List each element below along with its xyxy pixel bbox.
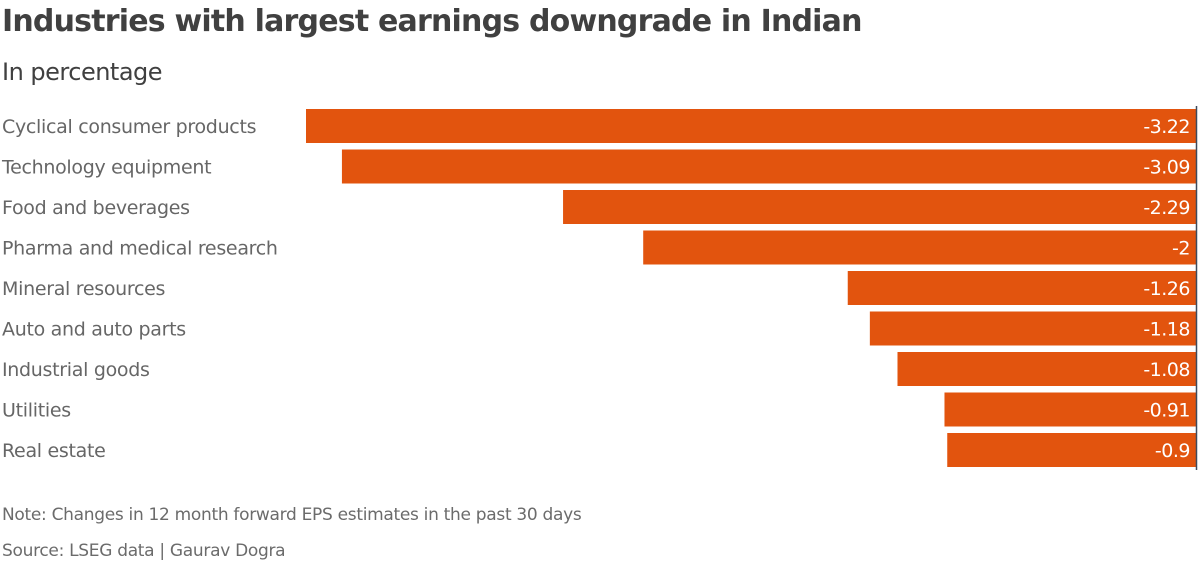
value-label: -1.18 (1143, 319, 1190, 341)
bar (944, 392, 1196, 427)
category-label: Food and beverages (2, 197, 190, 219)
category-label: Real estate (2, 440, 106, 462)
category-labels: Cyclical consumer products Technology equ… (1, 116, 278, 462)
bar (897, 352, 1196, 386)
value-label: -0.9 (1155, 440, 1190, 462)
value-label: -1.26 (1143, 278, 1190, 300)
chart-subtitle: In percentage (2, 58, 163, 86)
category-label: Mineral resources (2, 278, 165, 300)
bar (306, 109, 1196, 143)
value-labels: -3.22 -3.09 -2.29 -2 -1.26 -1.18 -1.08 -0.91 -0.… (1143, 116, 1190, 462)
chart-source: Source: LSEG data | Gaurav Dogra (2, 541, 286, 561)
bar (947, 433, 1196, 467)
bar (341, 149, 1197, 184)
bar (869, 311, 1196, 346)
category-label: Technology equipment (1, 157, 211, 179)
bar (847, 271, 1196, 305)
value-label: -3.22 (1143, 116, 1190, 138)
bar (643, 230, 1196, 265)
category-label: Utilities (2, 400, 71, 422)
bar (563, 190, 1196, 224)
bars-layer (306, 109, 1197, 467)
value-label: -1.08 (1143, 359, 1190, 381)
value-label: -2 (1172, 238, 1190, 260)
value-label: -3.09 (1143, 157, 1190, 179)
value-label: -0.91 (1143, 400, 1190, 422)
chart-title: Industries with largest earnings downgra… (2, 4, 862, 39)
value-label: -2.29 (1143, 197, 1190, 219)
category-label: Cyclical consumer products (2, 116, 256, 138)
chart-note: Note: Changes in 12 month forward EPS es… (2, 505, 582, 525)
category-label: Industrial goods (2, 359, 150, 381)
bar-chart: Cyclical consumer products Technology equ… (1, 106, 1198, 470)
category-label: Auto and auto parts (2, 319, 186, 341)
category-label: Pharma and medical research (2, 238, 278, 260)
